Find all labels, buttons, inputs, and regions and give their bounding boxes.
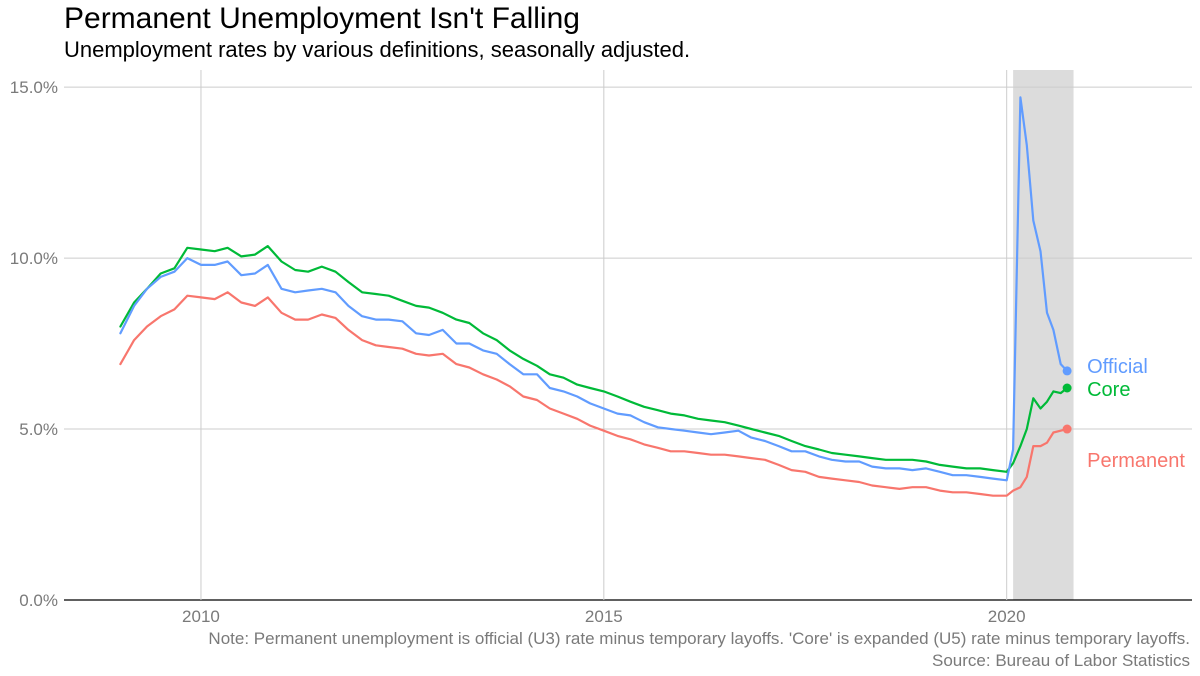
chart-source: Source: Bureau of Labor Statistics xyxy=(932,651,1190,670)
end-label-core: Core xyxy=(1087,379,1130,401)
series-layer xyxy=(119,96,1069,497)
series-line-official xyxy=(119,96,1069,482)
end-label-official: Official xyxy=(1087,356,1148,378)
series-line-core xyxy=(119,245,1069,473)
shaded-region-layer xyxy=(1013,70,1074,600)
end-point-permanent xyxy=(1062,424,1072,434)
chart-note: Note: Permanent unemployment is official… xyxy=(208,629,1190,648)
end-point-official xyxy=(1062,366,1072,376)
x-tick-label: 2020 xyxy=(988,607,1026,626)
chart-subtitle: Unemployment rates by various definition… xyxy=(64,37,691,62)
y-tick-label: 5.0% xyxy=(19,420,58,439)
x-tick-label: 2010 xyxy=(182,607,220,626)
end-point-layer xyxy=(1062,366,1072,434)
grid-layer xyxy=(64,70,1192,601)
end-point-core xyxy=(1062,383,1072,393)
x-tick-label: 2015 xyxy=(585,607,623,626)
end-label-permanent: Permanent xyxy=(1087,450,1185,472)
y-tick-label: 10.0% xyxy=(10,249,58,268)
series-line-permanent xyxy=(119,291,1069,497)
shaded-region xyxy=(1013,70,1074,600)
y-tick-label: 15.0% xyxy=(10,78,58,97)
chart-title: Permanent Unemployment Isn't Falling xyxy=(64,2,580,35)
axis-layer: 0.0% 5.0% 10.0% 15.0% 2010 2015 2020 xyxy=(10,78,1026,626)
y-tick-label: 0.0% xyxy=(19,591,58,610)
